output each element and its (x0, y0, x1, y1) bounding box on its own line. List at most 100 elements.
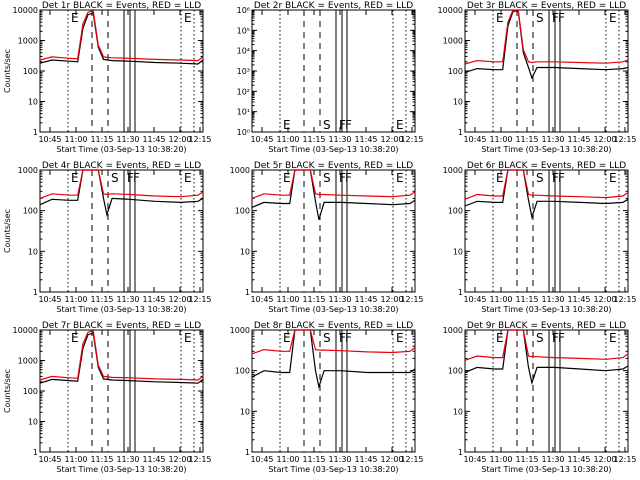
events-series-line (464, 10, 629, 80)
y-tick-label: 1000 (230, 326, 250, 335)
x-tick-label: 11:45 (567, 135, 590, 144)
x-tick-label: 11:30 (116, 455, 139, 464)
event-marker-label: E (609, 331, 617, 345)
x-tick-label: 10:45 (38, 295, 61, 304)
y-tick-label: 1 (33, 288, 38, 297)
plot-frame (464, 329, 629, 453)
y-tick-label: 10⁵ (237, 26, 250, 35)
event-marker-label: S (536, 171, 544, 185)
x-tick-label: 11:45 (142, 135, 165, 144)
x-tick-label: 11:15 (302, 455, 325, 464)
x-axis-label: Start Time (03-Sep-13 10:38:20) (481, 145, 611, 154)
x-tick-label: 11:00 (64, 135, 87, 144)
y-tick-label: 1000 (18, 166, 38, 175)
x-tick-label: 11:00 (489, 455, 512, 464)
x-axis-label: Start Time (03-Sep-13 10:38:20) (56, 465, 186, 474)
x-axis-label: Start Time (03-Sep-13 10:38:20) (481, 305, 611, 314)
y-tick-label: 100 (448, 367, 463, 376)
x-tick-label: 10:45 (250, 295, 273, 304)
event-marker-label: F (345, 331, 352, 345)
x-tick-label: 11:45 (354, 455, 377, 464)
y-tick-label: 1 (245, 288, 250, 297)
lld-series-line (251, 329, 416, 355)
plot-frame (39, 329, 204, 453)
detector-panel-9: Det 9r BLACK = Events, RED = LLD 1 10 100 10… (443, 321, 637, 474)
y-tick-label: 10 (240, 247, 250, 256)
x-tick-label: 10:45 (463, 295, 486, 304)
panel-title: Det 7r BLACK = Events, RED = LLD (42, 321, 201, 331)
event-marker-label: E (396, 171, 404, 185)
lld-series-line (464, 169, 629, 200)
y-tick-label: 1000 (18, 357, 38, 366)
event-marker-label: S (323, 171, 331, 185)
event-marker-label: E (396, 331, 404, 345)
panel-title: Det 1r BLACK = Events, RED = LLD (42, 1, 201, 11)
x-tick-label: 11:15 (302, 295, 325, 304)
y-tick-label: 1 (458, 128, 463, 137)
detector-panel-1: Det 1r BLACK = Events, RED = LLD 1 10 100 10… (3, 1, 212, 154)
x-tick-label: 11:30 (328, 295, 351, 304)
x-tick-label: 11:15 (515, 295, 538, 304)
x-tick-label: 11:30 (541, 135, 564, 144)
event-marker-label: E (184, 11, 192, 25)
event-marker-label: E (609, 11, 617, 25)
y-tick-label: 100 (23, 387, 38, 396)
y-tick-label: 1000 (443, 37, 463, 46)
x-tick-label: 11:15 (90, 295, 113, 304)
event-marker-label: S (536, 331, 544, 345)
x-tick-label: 11:15 (302, 135, 325, 144)
event-marker-label: E (496, 11, 504, 25)
detector-panel-5: Det 5r BLACK = Events, RED = LLD 1 10 100 10… (230, 161, 424, 314)
lld-series-line (251, 169, 416, 199)
x-tick-label: 11:15 (515, 135, 538, 144)
y-tick-label: 1000 (18, 37, 38, 46)
y-tick-label: 1000 (230, 166, 250, 175)
event-marker-label: F (558, 171, 565, 185)
x-tick-label: 10:45 (463, 455, 486, 464)
x-tick-label: 10:45 (463, 135, 486, 144)
x-tick-label: 11:30 (116, 295, 139, 304)
x-tick-label: 11:00 (489, 135, 512, 144)
event-marker-label: F (345, 171, 352, 185)
x-tick-label: 12:15 (613, 295, 636, 304)
y-tick-label: 10⁶ (237, 6, 250, 15)
y-tick-label: 100 (235, 367, 250, 376)
x-tick-label: 12:00 (593, 135, 616, 144)
x-tick-label: 11:00 (489, 295, 512, 304)
event-marker-label: E (71, 171, 79, 185)
detector-panel-6: Det 6r BLACK = Events, RED = LLD 1 10 100 10… (443, 161, 637, 314)
y-tick-label: 10⁰ (237, 128, 250, 137)
y-tick-label: 10⁴ (237, 47, 250, 56)
x-tick-label: 11:45 (142, 295, 165, 304)
y-tick-label: 1 (245, 448, 250, 457)
x-tick-label: 11:45 (354, 135, 377, 144)
x-tick-label: 11:45 (567, 455, 590, 464)
detector-panel-8: Det 8r BLACK = Events, RED = LLD 1 10 100 10… (230, 321, 424, 474)
y-tick-label: 10 (240, 407, 250, 416)
event-marker-label: E (396, 118, 404, 132)
event-marker-label: E (71, 11, 79, 25)
event-marker-label: E (496, 171, 504, 185)
x-tick-label: 11:15 (90, 455, 113, 464)
x-tick-label: 12:15 (613, 135, 636, 144)
y-tick-label: 100 (23, 207, 38, 216)
x-axis-label: Start Time (03-Sep-13 10:38:20) (56, 145, 186, 154)
y-tick-label: 10 (28, 418, 38, 427)
x-tick-label: 11:00 (276, 455, 299, 464)
event-marker-label: F (133, 171, 140, 185)
x-tick-label: 12:00 (168, 135, 191, 144)
lld-series-line (464, 9, 629, 65)
y-tick-label: 10000 (438, 6, 463, 15)
y-axis-label: Counts/sec (3, 209, 12, 253)
x-tick-label: 11:00 (64, 295, 87, 304)
detector-panel-4: Det 4r BLACK = Events, RED = LLD 1 10 100 10… (3, 161, 212, 314)
plot-frame (39, 169, 204, 293)
x-tick-label: 12:15 (400, 295, 423, 304)
y-tick-label: 1 (458, 288, 463, 297)
events-series-line (39, 332, 204, 384)
y-tick-label: 10000 (13, 6, 38, 15)
x-tick-label: 12:15 (188, 135, 211, 144)
x-tick-label: 10:45 (38, 135, 61, 144)
y-tick-label: 100 (448, 207, 463, 216)
x-axis-label: Start Time (03-Sep-13 10:38:20) (56, 305, 186, 314)
